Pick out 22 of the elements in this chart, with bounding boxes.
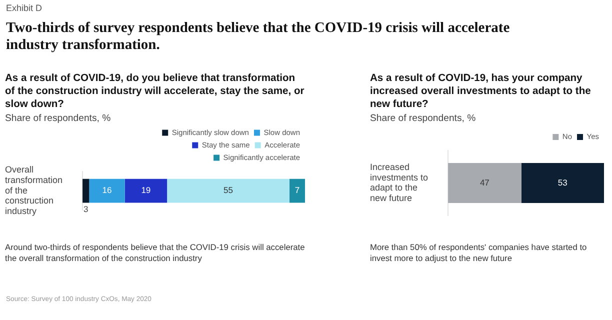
data-label: 53	[558, 177, 568, 188]
data-label: 55	[224, 185, 234, 196]
text: Exhibit D	[6, 3, 42, 13]
data-label: 19	[141, 185, 151, 196]
bar	[82, 178, 90, 203]
data-label: 16	[102, 185, 112, 196]
chart-title: Two-thirds of survey respondents believe that the COVID-19 crisis will accelerate industry transformation.	[6, 20, 511, 54]
x-axis-title: Share of respondents, %	[370, 113, 477, 124]
bar	[167, 178, 290, 203]
data-label: 47	[480, 177, 490, 188]
bar	[289, 178, 305, 203]
data-label: 3	[83, 204, 88, 214]
text: More than 50% of respondents' companies have started to invest more to adjust to the new future	[370, 242, 588, 264]
chart-subtitle: As a result of COVID-19, do you believe that transformation of the construction industry will accelerate, stay the same, or slow down?	[5, 72, 306, 112]
y-tick-label: Increased investments to adapt to the new future	[370, 162, 428, 204]
bar	[124, 178, 168, 203]
y-tick-label: Overall transformation of the construction industry	[5, 164, 63, 216]
x-axis-title: Share of respondents, %	[5, 113, 112, 124]
data-label: 7	[294, 185, 300, 196]
chart-subtitle: As a result of COVID-19, has your company increased overall investments to adapt to the new future?	[370, 72, 592, 112]
bar	[89, 178, 125, 203]
text: Around two-thirds of respondents believe that the COVID-19 crisis will accelerate the overall transformation of the construction industry	[5, 242, 306, 264]
